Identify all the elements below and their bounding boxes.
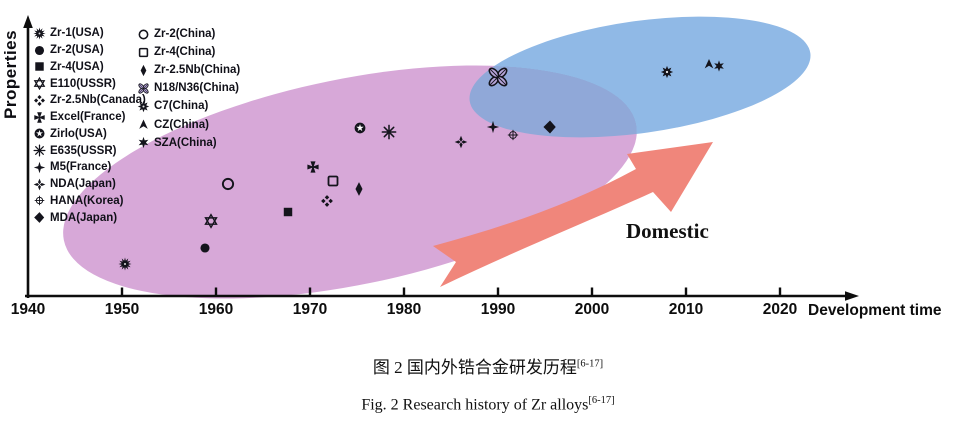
legend-item: CZ(China): [137, 115, 240, 133]
legend-item: Zr-1(USA): [33, 25, 146, 42]
plot-marker-hexagram: [204, 213, 218, 229]
plot-marker-circle-filled: [200, 243, 210, 253]
plot-marker-asterisk: [381, 124, 397, 140]
legend-item-label: M5(France): [50, 161, 112, 174]
triangle-marker-icon: [139, 119, 148, 129]
legend-item: Zr-4(China): [137, 43, 240, 61]
plot-marker-cross-pattee: [307, 161, 319, 173]
plot-marker-circle-open: [221, 177, 235, 191]
crosshair-marker-icon: [34, 196, 45, 206]
legend-item: MDA(Japan): [33, 209, 146, 226]
chart-canvas: [23, 15, 859, 301]
x-tick-label: 1950: [104, 301, 140, 318]
legend-item-label: Zr-2.5Nb(Canada): [50, 94, 146, 107]
legend-item: NDA(Japan): [33, 176, 146, 193]
four-diamonds-marker-icon: [34, 94, 45, 106]
x-axis-label: Development time: [808, 302, 942, 319]
circle-filled-marker-icon: [34, 45, 45, 55]
caption-chinese-text: 图 2 国内外锆合金研发历程: [372, 358, 577, 377]
legend-item: C7(China): [137, 97, 240, 115]
legend-item-label: SZA(China): [154, 136, 217, 149]
square-open-marker-icon: [138, 47, 149, 57]
legend-item-label: MDA(Japan): [50, 211, 118, 224]
legend-item: Zirlo(USA): [33, 126, 146, 143]
legend-item-label: CZ(China): [154, 118, 209, 131]
legend-item-label: NDA(Japan): [50, 178, 116, 191]
plot-marker-gear: [660, 65, 674, 79]
cross-petals-marker-icon: [33, 178, 46, 190]
legend-item-label: E110(USSR): [50, 77, 116, 90]
plot-marker-square-filled: [283, 207, 293, 217]
x-tick-label: 1960: [198, 301, 234, 318]
legend-item-label: Zr-2(USA): [50, 44, 104, 57]
legend-item: HANA(Korea): [33, 193, 146, 210]
x-tick-label: 2020: [762, 301, 798, 318]
domestic-alloys-ellipse: [469, 16, 811, 138]
legend-item-label: Zr-1(USA): [50, 27, 104, 40]
gear-marker-icon: [137, 100, 150, 113]
caption-english: Fig. 2 Research history of Zr alloys[6-1…: [0, 395, 976, 414]
plot-marker-cross-petals: [454, 135, 468, 149]
plot-marker-star6: [714, 60, 724, 72]
plot-marker-crosshair: [507, 129, 519, 141]
legend-item: Zr-4(USA): [33, 59, 146, 76]
legend-item: E110(USSR): [33, 75, 146, 92]
diamond-filled-marker-icon: [34, 212, 45, 223]
legend-china-alloys: Zr-2(China) Zr-4(China) Zr-2.5Nb(China) N18…: [137, 25, 240, 152]
hexagram-marker-icon: [33, 77, 46, 91]
legend-item: Zr-2.5Nb(Canada): [33, 92, 146, 109]
pinwheel-marker-icon: [138, 83, 149, 94]
legend-item: Excel(France): [33, 109, 146, 126]
legend-item: M5(France): [33, 159, 146, 176]
x-tick-label: 1980: [386, 301, 422, 318]
axes: [23, 15, 859, 301]
legend-item: Zr-2.5Nb(China): [137, 61, 240, 79]
square-filled-marker-icon: [35, 62, 44, 72]
legend-item: E635(USSR): [33, 142, 146, 159]
legend-item-label: N18/N36(China): [154, 82, 239, 95]
x-tick-label: 1940: [10, 301, 46, 318]
legend-item-label: HANA(Korea): [50, 194, 124, 207]
plot-marker-pinwheel: [488, 67, 508, 87]
legend-item: Zr-2(China): [137, 25, 240, 43]
plot-marker-triangle: [704, 59, 714, 69]
legend-item-label: C7(China): [154, 100, 209, 113]
circle-open-marker-icon: [138, 29, 149, 39]
x-tick-label: 2000: [574, 301, 610, 318]
plot-marker-sunburst: [118, 257, 132, 271]
legend-foreign-alloys: Zr-1(USA) Zr-2(USA) Zr-4(USA) E110(USSR) Zr-…: [33, 25, 146, 226]
plot-marker-square-open: [327, 175, 339, 187]
caption-english-ref: [6-17]: [588, 395, 615, 406]
x-tick-label: 2010: [668, 301, 704, 318]
legend-item-label: Zr-2.5Nb(China): [154, 64, 241, 77]
asterisk-marker-icon: [33, 144, 46, 157]
legend-item-label: Excel(France): [50, 111, 126, 124]
legend-item: N18/N36(China): [137, 79, 240, 97]
star4-marker-icon: [33, 161, 46, 174]
star6-marker-icon: [138, 137, 149, 149]
legend-item-label: Zr-4(China): [154, 46, 216, 59]
sunburst-marker-icon: [33, 27, 46, 40]
circle-star-marker-icon: [34, 128, 45, 139]
legend-item-label: Zirlo(USA): [50, 127, 107, 140]
legend-item-label: Zr-2(China): [154, 28, 216, 41]
caption-chinese: 图 2 国内外锆合金研发历程[6-17]: [0, 353, 976, 378]
legend-item-label: E635(USSR): [50, 144, 117, 157]
diamond-slim-marker-icon: [140, 64, 147, 76]
plot-marker-diamond-filled: [543, 120, 556, 134]
y-axis-label: Properties: [1, 29, 20, 119]
legend-item: SZA(China): [137, 134, 240, 152]
x-tick-label: 1990: [480, 301, 516, 318]
plot-marker-circle-star: [354, 122, 366, 134]
cross-pattee-marker-icon: [34, 111, 45, 123]
domestic-annotation: Domestic: [626, 219, 709, 243]
plot-marker-star4: [486, 120, 500, 134]
x-tick-label: 1970: [292, 301, 328, 318]
trend-arrow-icon: [433, 142, 713, 287]
caption-chinese-ref: [6-17]: [576, 358, 604, 370]
caption-english-text: Fig. 2 Research history of Zr alloys: [361, 396, 589, 414]
legend-item-label: Zr-4(USA): [50, 60, 104, 73]
legend-item: Zr-2(USA): [33, 42, 146, 59]
